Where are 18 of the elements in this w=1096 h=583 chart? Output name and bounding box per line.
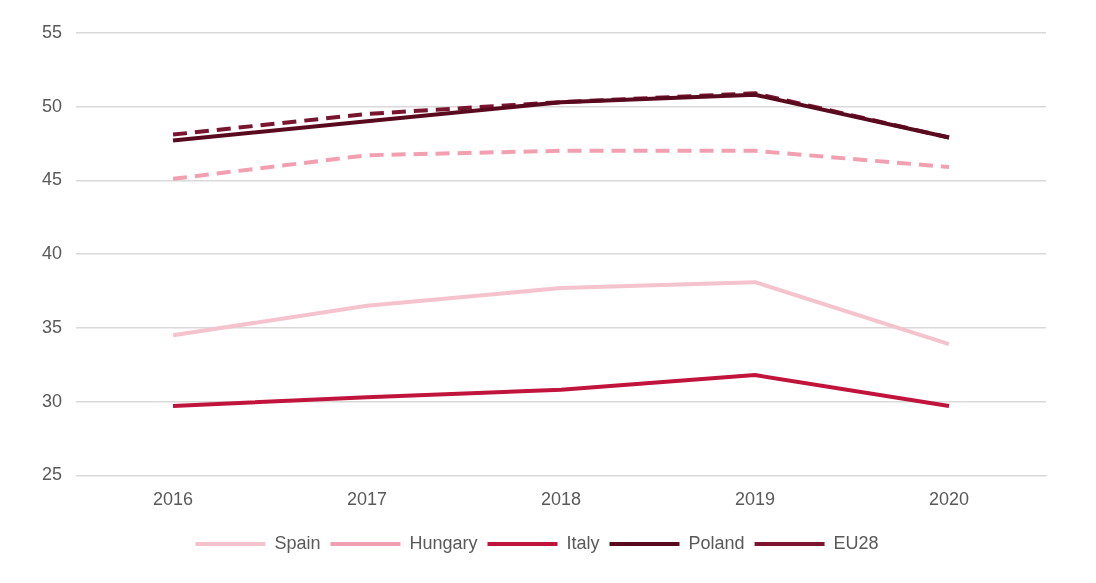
legend-label: Poland <box>688 532 745 553</box>
y-tick-label: 30 <box>41 390 63 411</box>
y-tick-label: 55 <box>41 21 63 42</box>
x-tick-label: 2019 <box>734 489 776 510</box>
x-tick-label: 2018 <box>540 489 582 510</box>
y-tick-label: 25 <box>41 464 63 485</box>
y-tick-label: 45 <box>41 169 63 190</box>
legend-label: EU28 <box>833 532 879 553</box>
y-tick-label: 50 <box>41 95 63 116</box>
y-tick-label: 35 <box>41 316 63 337</box>
legend-label: Hungary <box>409 532 478 553</box>
legend-label: Spain <box>274 532 321 553</box>
x-tick-label: 2017 <box>346 489 388 510</box>
x-tick-label: 2016 <box>153 489 194 510</box>
legend-label: Italy <box>566 532 600 553</box>
y-tick-label: 40 <box>41 243 63 264</box>
line-series <box>171 148 951 181</box>
x-tick-label: 2020 <box>928 489 970 510</box>
